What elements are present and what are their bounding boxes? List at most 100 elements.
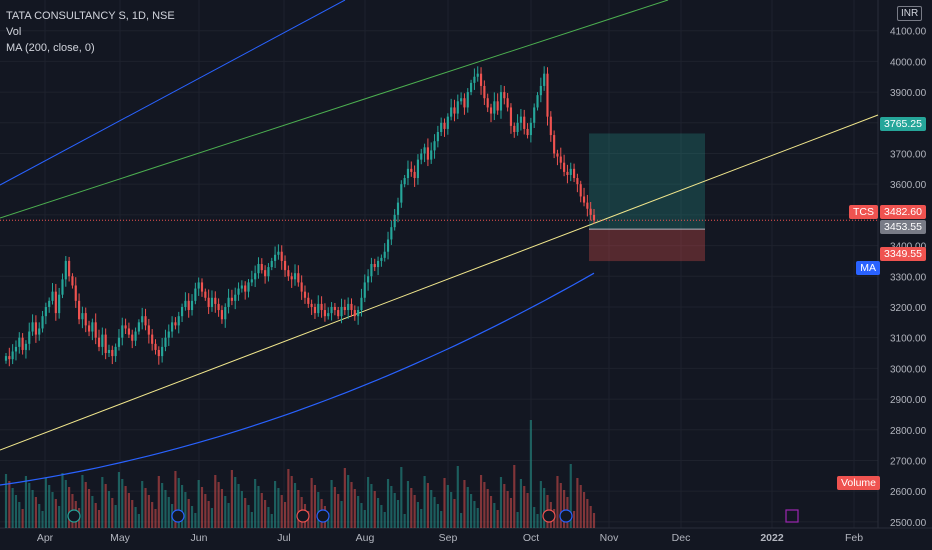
event-marker-icon <box>542 509 556 523</box>
candle-body <box>493 101 496 114</box>
volume-bar <box>290 476 293 528</box>
volume-bar <box>360 503 363 528</box>
candle-body <box>11 351 14 360</box>
candle-body <box>523 116 526 129</box>
volume-bar <box>357 496 360 528</box>
volume-bar <box>496 510 499 528</box>
volume-bar <box>267 507 270 528</box>
volume-bar <box>234 477 237 528</box>
volume-bar <box>539 481 542 528</box>
candle-body <box>224 306 227 320</box>
volume-bar <box>443 478 446 528</box>
y-tick-label: 3600.00 <box>890 180 927 191</box>
volume-bar <box>84 482 87 528</box>
candle-body <box>450 107 453 117</box>
candle-body <box>516 122 519 132</box>
volume-bar <box>21 509 24 528</box>
candle-body <box>543 73 546 86</box>
candle-body <box>227 297 230 307</box>
ma-label-tag: MA <box>856 261 880 275</box>
candle-body <box>94 322 97 338</box>
volume-bar <box>277 488 280 528</box>
volume-bar <box>363 510 366 528</box>
candle-body <box>456 101 459 114</box>
volume-bar <box>463 480 466 528</box>
y-tick-label: 3900.00 <box>890 88 927 99</box>
volume-bar <box>493 503 496 528</box>
volume-bar <box>543 488 546 528</box>
volume-bar <box>330 480 333 528</box>
candle-body <box>180 306 184 317</box>
volume-bar <box>4 474 8 528</box>
y-tick-label: 2700.00 <box>890 456 927 467</box>
candle-body <box>323 310 326 317</box>
candle-body <box>443 122 446 129</box>
volume-bar <box>572 511 576 528</box>
candle-body <box>446 116 449 129</box>
candle-body <box>101 334 104 347</box>
volume-bar <box>367 477 370 528</box>
volume-bar <box>436 504 439 528</box>
candle-body <box>360 297 363 311</box>
event-marker-icon <box>171 509 185 523</box>
volume-bar <box>280 495 283 528</box>
volume-bar <box>579 485 582 528</box>
y-tick-label: 3100.00 <box>890 334 927 345</box>
candle-body <box>582 196 586 203</box>
volume-bar <box>293 483 297 528</box>
volume-bar <box>104 484 107 528</box>
candle-body <box>41 316 44 329</box>
event-marker-icon <box>67 509 81 523</box>
y-tick-label: 3700.00 <box>890 149 927 160</box>
candle-body <box>436 132 439 142</box>
volume-bar <box>347 475 350 528</box>
x-tick-label: Dec <box>672 532 691 544</box>
volume-bar <box>254 479 257 528</box>
candle-body <box>559 156 562 163</box>
volume-bar <box>337 494 340 528</box>
volume-bar <box>592 513 596 528</box>
event-marker-icon <box>296 509 310 523</box>
candle-body <box>460 98 463 102</box>
volume-bar <box>147 495 150 528</box>
volume-bar <box>41 511 44 528</box>
candle-body <box>313 306 317 314</box>
candle-body <box>479 73 483 86</box>
candle-body <box>303 291 307 298</box>
candle-body <box>340 306 343 317</box>
candle-body <box>197 282 200 289</box>
x-tick-label: Oct <box>523 532 539 544</box>
volume-bar <box>144 488 147 528</box>
volume-bar <box>58 506 61 528</box>
chart-legend: TATA CONSULTANCY S, 1D, NSE Vol MA (200,… <box>6 8 175 56</box>
candle-body <box>283 260 287 271</box>
candle-body <box>114 346 117 357</box>
volume-bar <box>184 492 187 528</box>
volume-bar <box>393 493 396 528</box>
candle-body <box>131 334 134 341</box>
volume-bar <box>24 476 28 528</box>
volume-bar <box>194 513 197 528</box>
candle-body <box>250 279 253 283</box>
candle-body <box>81 313 84 320</box>
candle-body <box>519 116 522 123</box>
candle-body <box>393 214 396 228</box>
y-tick-label: 4100.00 <box>890 27 927 38</box>
y-tick-label: 2800.00 <box>890 426 927 437</box>
volume-bar <box>479 475 483 528</box>
y-tick-label: 2900.00 <box>890 395 927 406</box>
candle-body <box>144 316 147 326</box>
volume-bar <box>210 508 214 528</box>
volume-bar <box>506 491 509 528</box>
trend-line-blue <box>0 0 346 186</box>
candle-body <box>416 159 420 179</box>
candle-body <box>18 337 21 347</box>
volume-bar <box>274 481 277 528</box>
volume-bar <box>48 485 51 528</box>
volume-bar <box>410 488 413 528</box>
volume-bar <box>247 505 250 528</box>
candle-body <box>473 76 476 83</box>
earnings-marker-icon <box>785 509 799 523</box>
candle-body <box>553 135 556 154</box>
